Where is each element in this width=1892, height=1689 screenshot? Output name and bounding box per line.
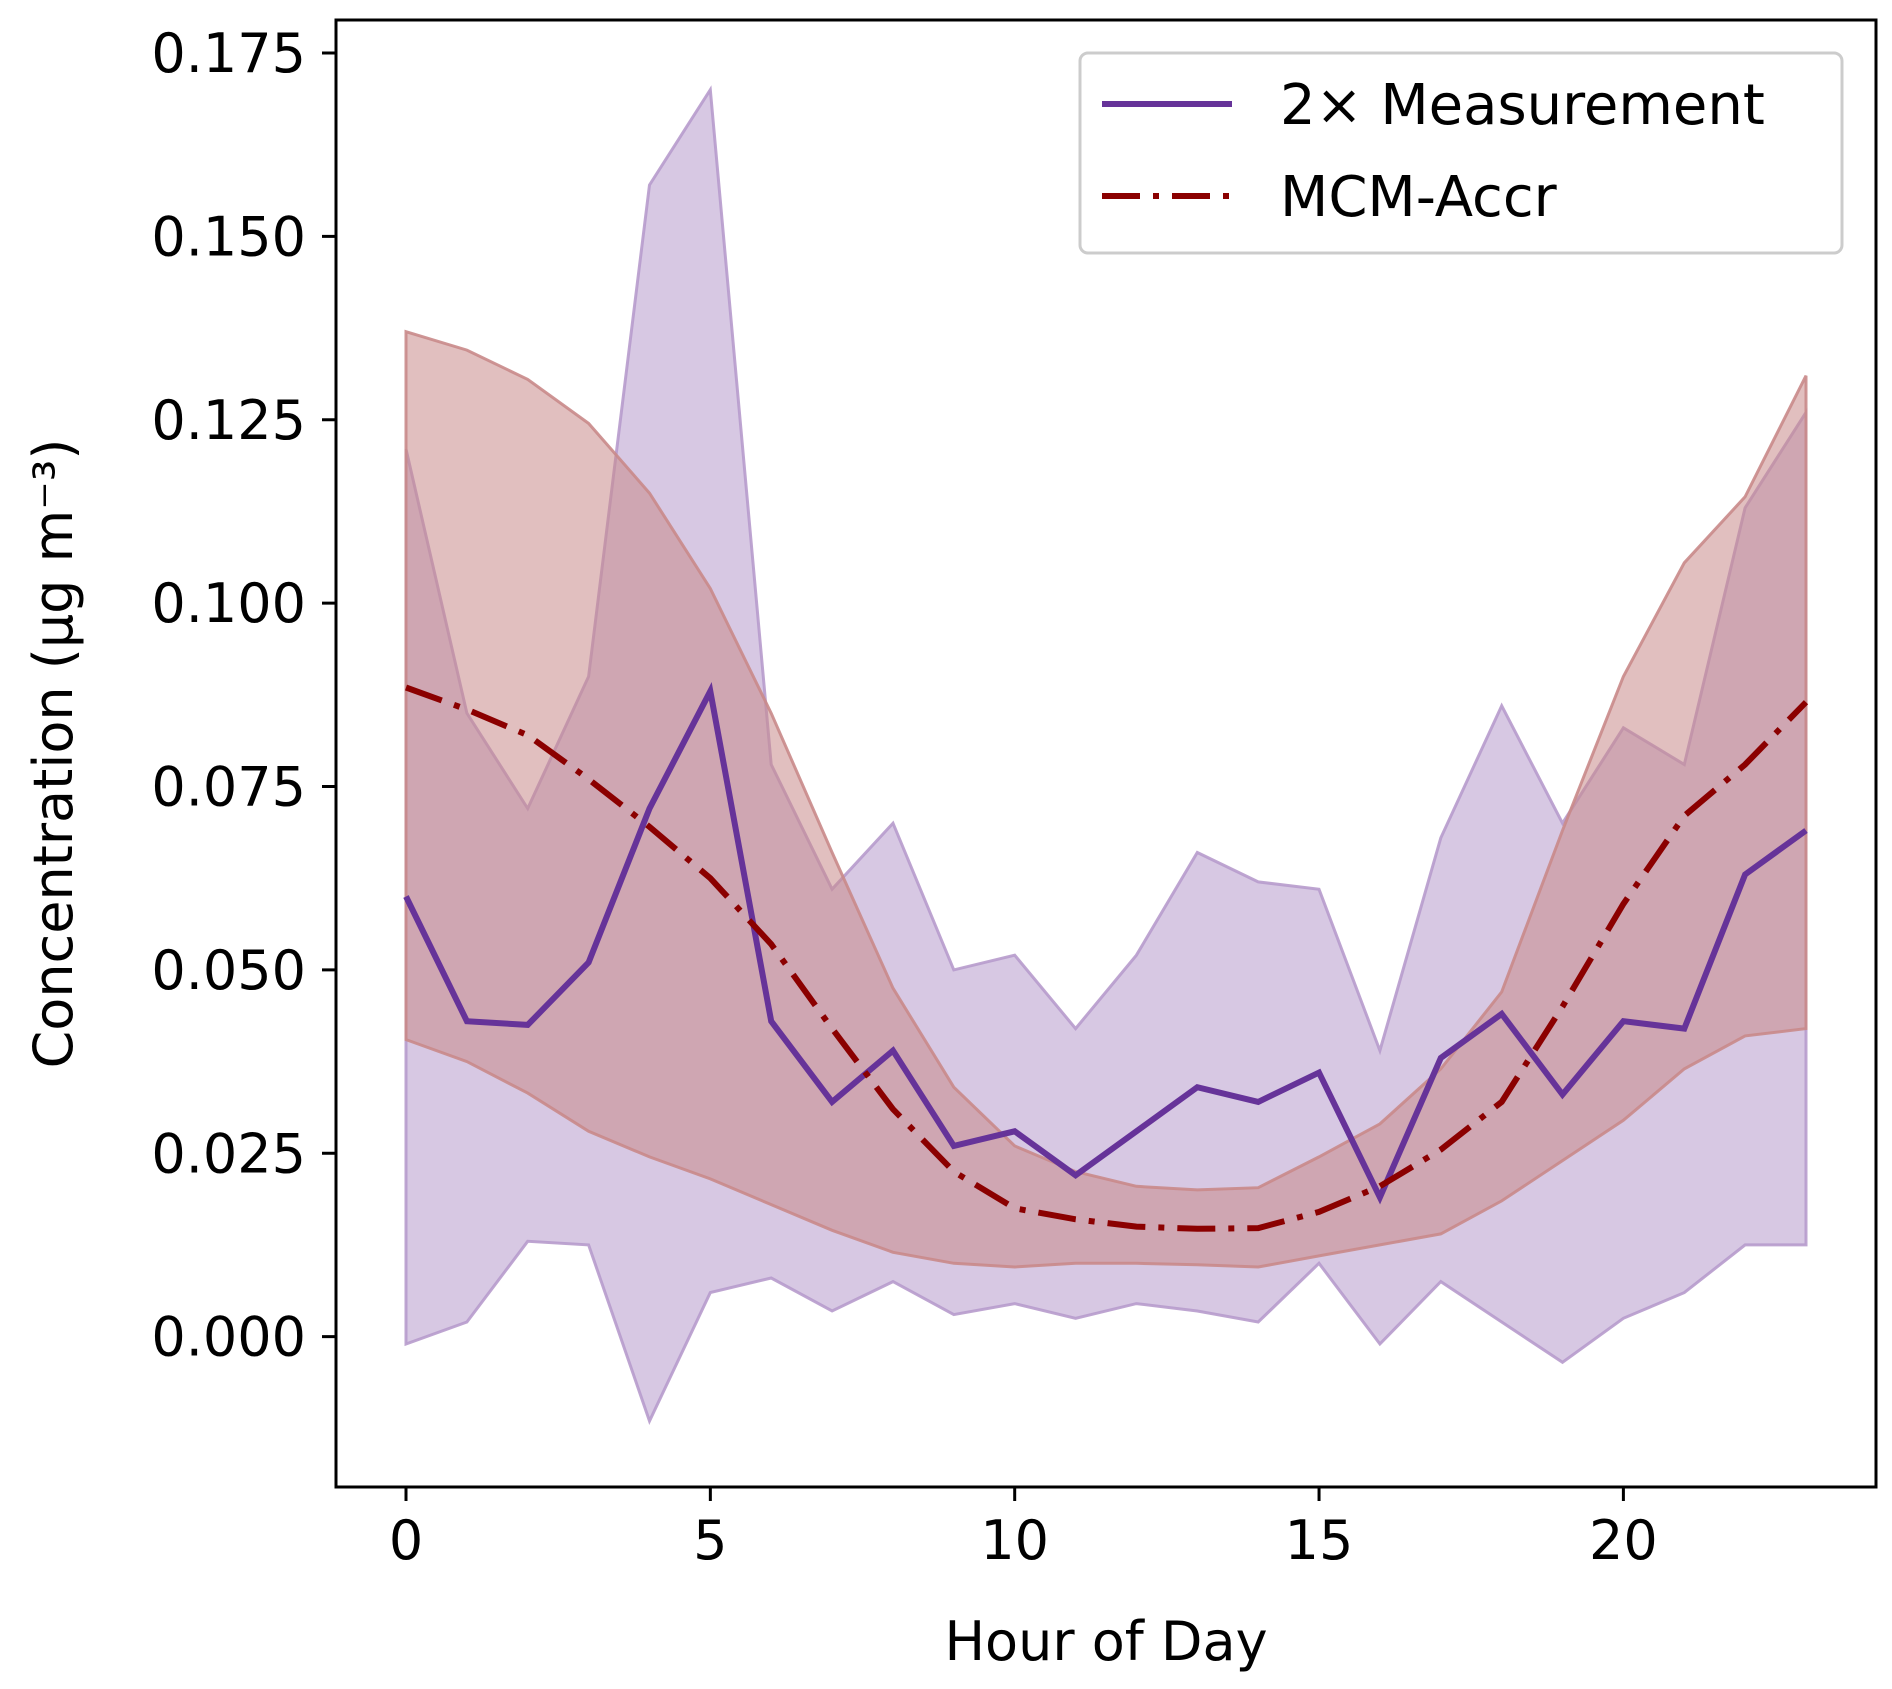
line-measurement xyxy=(403,682,1808,1205)
legend-label-measurement: 2× Measurement xyxy=(1280,73,1765,138)
series-lines xyxy=(403,682,1809,1232)
x-tick-label: 5 xyxy=(693,1509,727,1572)
legend-box xyxy=(1078,51,1844,255)
y-tick-label: 0.100 xyxy=(151,572,306,635)
x-tick-label: 0 xyxy=(389,1509,423,1572)
y-axis-ticks: 0.000 0.025 0.050 0.075 0.100 0.125 0.150 0.175 xyxy=(151,22,336,1369)
y-tick-label: 0.050 xyxy=(151,939,306,1002)
y-tick-label: 0.075 xyxy=(151,756,306,819)
y-tick-label: 0.125 xyxy=(151,389,306,452)
band-mcm-accr xyxy=(404,329,1808,1269)
y-tick-label: 0.000 xyxy=(151,1306,306,1369)
x-tick-label: 20 xyxy=(1589,1509,1658,1572)
line-mcm-accr xyxy=(404,684,1809,1232)
legend-label-mcm-accr: MCM-Accr xyxy=(1280,165,1558,230)
confidence-bands xyxy=(404,85,1808,1425)
x-tick-label: 15 xyxy=(1285,1509,1354,1572)
plot-frame xyxy=(334,18,1878,1489)
legend: 2× Measurement MCM-Accr xyxy=(1078,51,1844,255)
y-tick-label: 0.025 xyxy=(151,1122,306,1185)
y-axis-label: Concentration (μg m⁻³) xyxy=(22,439,85,1069)
y-tick-label: 0.150 xyxy=(151,205,306,268)
x-axis-label: Hour of Day xyxy=(944,1610,1267,1673)
y-tick-label: 0.175 xyxy=(151,22,306,85)
x-axis-ticks: 0 5 10 15 20 xyxy=(389,1487,1658,1572)
x-tick-label: 10 xyxy=(980,1509,1049,1572)
